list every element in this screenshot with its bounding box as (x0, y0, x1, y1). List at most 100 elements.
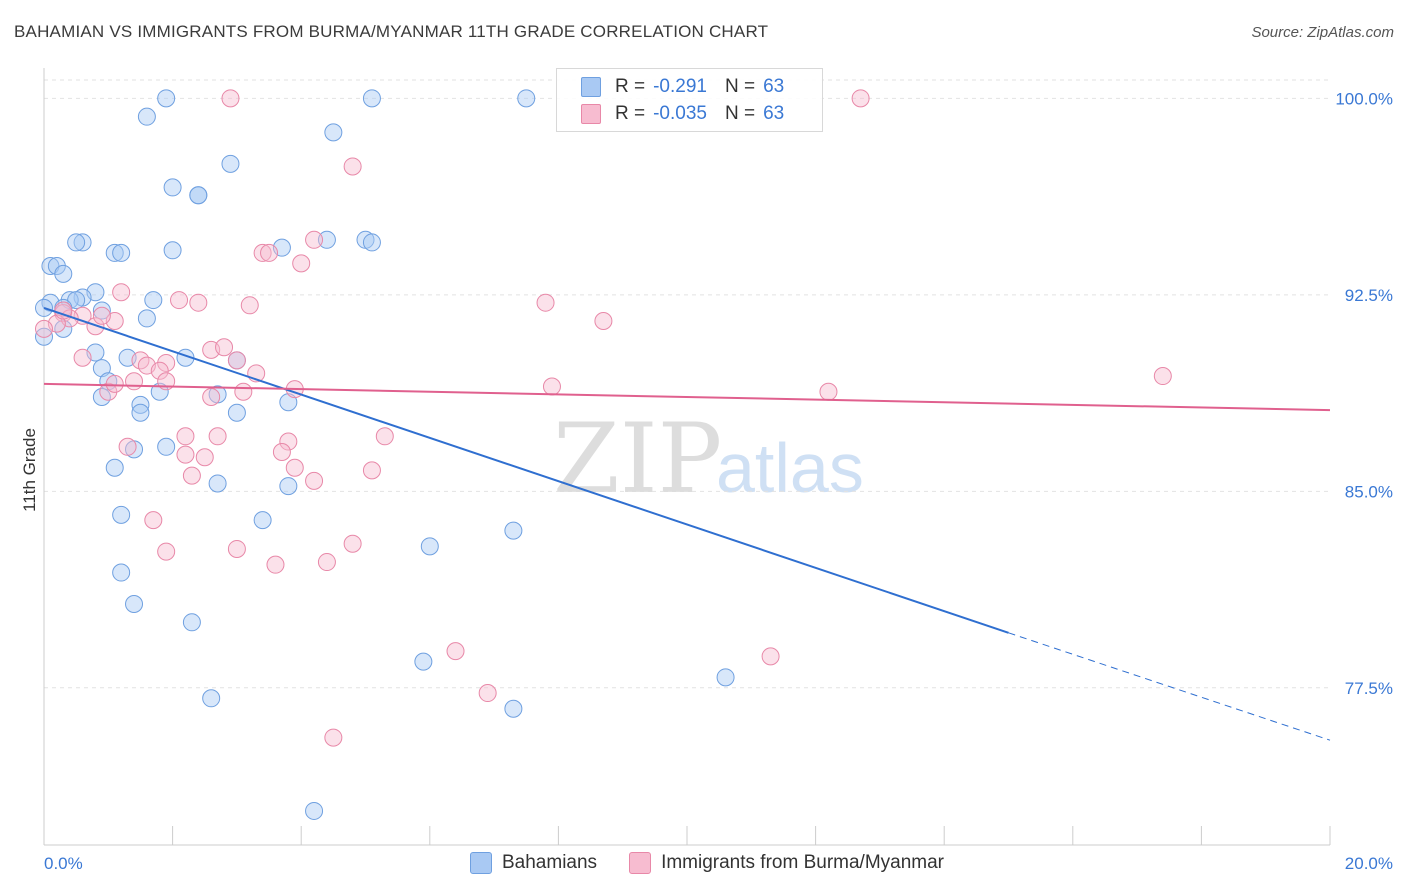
point-burma (189, 293, 208, 312)
point-burma (240, 296, 259, 315)
legend-swatch-bahamians (470, 852, 492, 874)
point-burma (227, 539, 246, 558)
legend-label-burma: Immigrants from Burma/Myanmar (661, 852, 945, 873)
point-burma (317, 553, 336, 572)
legend-item-bahamians[interactable]: Bahamians (470, 852, 597, 874)
point-bahamians (324, 123, 343, 142)
point-burma (144, 511, 163, 530)
legend-r-value: -0.035 (653, 103, 707, 124)
point-burma (105, 374, 124, 393)
point-bahamians (92, 359, 111, 378)
point-bahamians (125, 594, 144, 613)
point-burma (150, 361, 169, 380)
y-tick-label: 77.5% (1345, 679, 1393, 698)
point-bahamians (157, 437, 176, 456)
point-burma (279, 432, 298, 451)
point-burma (305, 230, 324, 249)
point-bahamians (35, 327, 53, 346)
point-burma (253, 243, 272, 262)
point-burma (182, 466, 201, 485)
trendline-bahamians-extension (1008, 632, 1331, 741)
point-bahamians (227, 403, 246, 422)
trendline-bahamians (43, 306, 1009, 634)
point-burma (362, 461, 381, 480)
chart-source: Source: ZipAtlas.com (1251, 24, 1394, 41)
point-burma (272, 443, 291, 462)
point-burma (324, 728, 343, 747)
point-bahamians (420, 537, 439, 556)
point-burma (478, 684, 497, 703)
point-bahamians (517, 89, 536, 108)
point-burma (285, 458, 304, 477)
point-bahamians (504, 699, 523, 718)
point-bahamians (182, 613, 201, 632)
legend-swatch-burma (629, 852, 652, 874)
point-bahamians (253, 511, 272, 530)
chart-title: BAHAMIAN VS IMMIGRANTS FROM BURMA/MYANMA… (14, 22, 769, 41)
legend-r-value: -0.291 (653, 76, 707, 97)
point-burma (118, 437, 137, 456)
y-tick-label: 85.0% (1345, 482, 1393, 501)
point-burma (215, 338, 234, 357)
watermark-zip: ZIP (553, 403, 722, 515)
point-bahamians (163, 178, 182, 197)
point-bahamians (54, 264, 73, 283)
point-burma (170, 291, 189, 310)
point-bahamians (279, 393, 298, 412)
legend-swatch-bahamians (581, 77, 601, 97)
point-bahamians (92, 301, 111, 320)
point-bahamians (362, 233, 381, 252)
point-bahamians (362, 89, 381, 108)
point-bahamians (137, 309, 156, 328)
watermark-atlas: atlas (716, 429, 864, 507)
point-bahamians (131, 395, 150, 414)
legend-r-label: R = (615, 76, 646, 97)
point-burma (176, 427, 195, 446)
y-axis-label: 11th Grade (20, 428, 39, 512)
legend-n-value: 63 (763, 76, 785, 97)
y-tick-label: 92.5% (1345, 286, 1393, 305)
point-bahamians (208, 474, 227, 493)
correlation-legend: R = -0.291 N = 63 R = -0.035 N = 63 (556, 68, 823, 132)
point-bahamians (112, 243, 131, 262)
point-burma (343, 534, 362, 553)
point-bahamians (305, 801, 324, 820)
x-tick-label-max: 20.0% (1345, 854, 1393, 873)
point-bahamians (414, 652, 433, 671)
point-bahamians (144, 291, 163, 310)
legend-n-label: N = (724, 76, 756, 97)
point-burma (266, 555, 285, 574)
legend-item-burma[interactable]: Immigrants from Burma/Myanmar (629, 852, 944, 874)
point-burma (260, 243, 279, 262)
point-bahamians (67, 233, 86, 252)
point-bahamians (112, 563, 131, 582)
point-burma (221, 89, 240, 108)
legend-swatch-burma (581, 104, 601, 124)
point-burma (157, 542, 176, 561)
legend-row-burma: R = -0.035 N = 63 (581, 101, 784, 127)
point-burma (112, 283, 131, 302)
legend-label-bahamians: Bahamians (502, 852, 598, 873)
point-burma (292, 254, 311, 273)
point-bahamians (716, 668, 735, 687)
point-bahamians (504, 521, 523, 540)
series-legend: Bahamians Immigrants from Burma/Myanmar (470, 852, 976, 874)
y-tick-label: 100.0% (1335, 89, 1393, 108)
point-burma (1153, 367, 1172, 386)
point-bahamians (279, 477, 298, 496)
point-bahamians (157, 89, 176, 108)
point-burma (446, 642, 465, 661)
point-burma (375, 427, 394, 446)
point-bahamians (112, 505, 131, 524)
point-bahamians (163, 241, 182, 260)
point-burma (819, 382, 838, 401)
point-burma (208, 427, 227, 446)
point-burma (761, 647, 780, 666)
point-burma (202, 388, 221, 407)
point-bahamians (189, 186, 208, 205)
point-bahamians (73, 233, 92, 252)
point-bahamians (137, 107, 156, 126)
point-bahamians (317, 230, 336, 249)
legend-n-value: 63 (763, 103, 785, 124)
